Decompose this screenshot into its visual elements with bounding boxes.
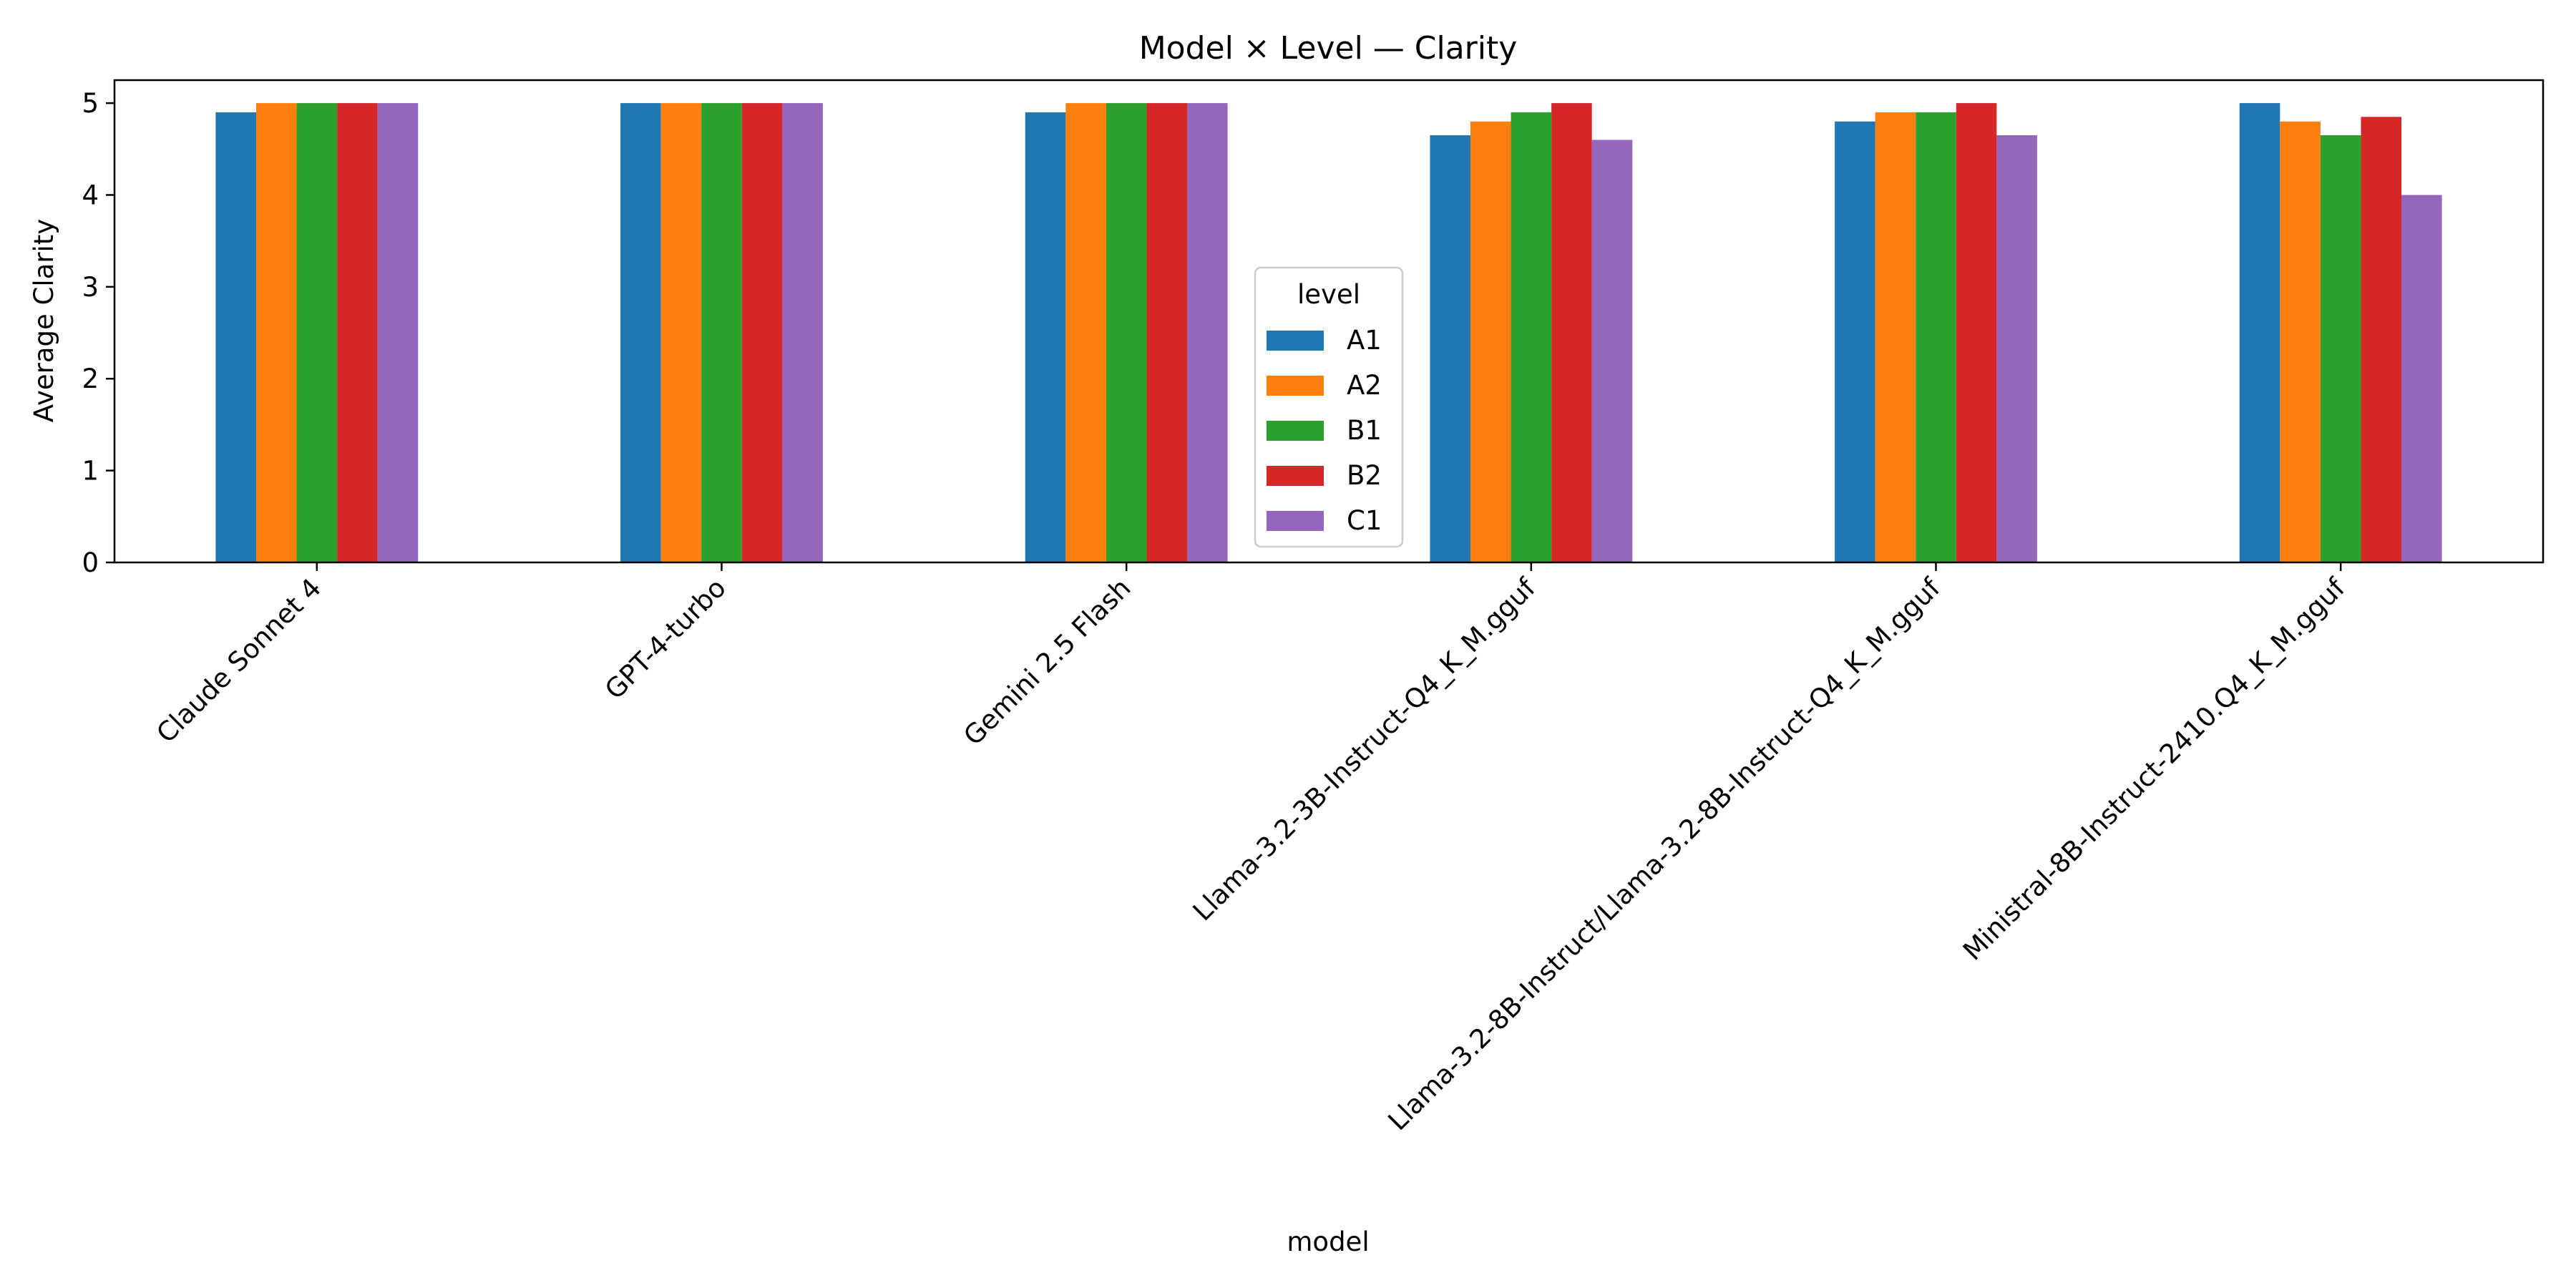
bar-C1-0 [377,103,419,563]
bar-B1-2 [1106,103,1147,563]
x-tick-label-3: Llama-3.2-3B-Instruct-Q4_K_M.gguf [1187,572,1542,927]
x-tick-label-0: Claude Sonnet 4 [151,572,328,749]
x-axis-label: model [1287,1226,1369,1257]
bar-C1-4 [1996,135,2037,562]
bar-A2-5 [2280,121,2321,562]
bar-A2-2 [1065,103,1106,563]
y-tick-label-4: 4 [82,180,99,210]
bar-B1-0 [296,103,338,563]
y-tick-label-2: 2 [82,364,99,394]
legend-label-A1: A1 [1347,325,1382,356]
x-tick-label-2: Gemini 2.5 Flash [957,572,1136,751]
bar-B1-3 [1511,112,1552,562]
bar-C1-3 [1591,140,1633,562]
bars-group [215,103,2442,563]
chart-title: Model × Level — Clarity [1139,30,1518,67]
bar-A1-5 [2239,103,2280,563]
legend-swatch-A2 [1267,376,1324,396]
bar-B2-5 [2361,117,2402,562]
legend-swatch-B2 [1267,466,1324,486]
x-tick-label-1: GPT-4-turbo [599,572,732,706]
x-tick-label-5: Ministral-8B-Instruct-2410.Q4_K_M.gguf [1957,572,2351,966]
bar-A1-4 [1835,121,1875,562]
bar-C1-2 [1187,103,1228,563]
bar-A2-4 [1875,112,1916,562]
bar-B1-4 [1916,112,1956,562]
x-ticks-group: Claude Sonnet 4 GPT-4-turbo Gemini 2.5 Fla… [151,562,2351,1136]
bar-A1-0 [215,112,256,562]
bar-B1-1 [701,103,742,563]
y-tick-label-1: 1 [82,456,99,487]
bar-B2-4 [1956,103,1997,563]
y-axis-label: Average Clarity [29,219,59,422]
bar-A2-1 [660,103,702,563]
bar-B2-3 [1551,103,1592,563]
plot-frame [113,79,2545,564]
legend-label-B1: B1 [1347,415,1382,446]
bar-A2-3 [1470,121,1511,562]
bar-B1-5 [2320,135,2361,562]
legend-swatch-A1 [1267,331,1324,351]
legend-title: level [1297,279,1360,310]
y-tick-label-5: 5 [82,88,99,119]
bar-B2-2 [1146,103,1188,563]
legend-label-C1: C1 [1347,505,1382,536]
legend-swatch-C1 [1267,511,1324,531]
legend-label-B2: B2 [1347,460,1382,491]
y-tick-label-3: 3 [82,272,99,303]
legend-swatch-B1 [1267,421,1324,441]
bar-A1-2 [1025,112,1066,562]
legend: level A1 A2 B1 B2 C1 [1254,266,1404,548]
bar-C1-5 [2401,195,2442,562]
bar-A1-1 [620,103,661,563]
legend-label-A2: A2 [1347,370,1382,401]
bar-B2-0 [337,103,378,563]
bar-A2-0 [255,103,297,563]
bar-A1-3 [1430,135,1470,562]
y-tick-label-0: 0 [82,547,99,578]
y-ticks-group: 0 1 2 3 4 5 [82,88,114,578]
bar-C1-1 [782,103,823,563]
bar-B2-1 [741,103,783,563]
